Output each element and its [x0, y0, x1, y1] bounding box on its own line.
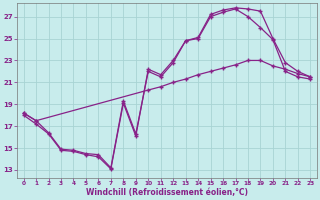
X-axis label: Windchill (Refroidissement éolien,°C): Windchill (Refroidissement éolien,°C) — [86, 188, 248, 197]
